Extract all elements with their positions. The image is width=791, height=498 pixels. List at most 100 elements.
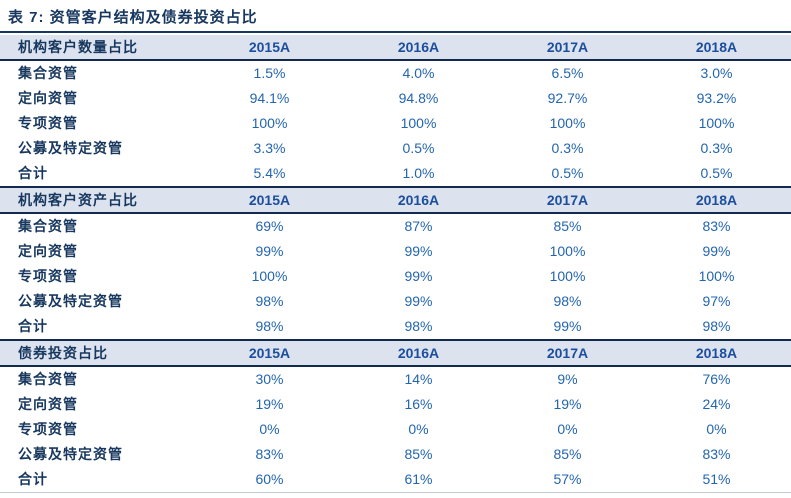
year-column-header: 2018A	[642, 187, 791, 214]
table-row: 定向资管 99% 99% 100% 99%	[0, 239, 791, 264]
cell-value: 3.0%	[642, 60, 791, 86]
cell-value: 4.0%	[344, 60, 493, 86]
cell-value: 100%	[344, 111, 493, 136]
cell-value: 100%	[195, 111, 344, 136]
row-label: 定向资管	[0, 86, 195, 111]
section-header-row: 机构客户资产占比 2015A 2016A 2017A 2018A	[0, 187, 791, 214]
cell-value: 100%	[493, 264, 642, 289]
cell-value: 83%	[642, 213, 791, 239]
table-row: 定向资管 19% 16% 19% 24%	[0, 392, 791, 417]
cell-value: 0%	[195, 417, 344, 442]
row-label: 集合资管	[0, 60, 195, 86]
cell-value: 83%	[195, 442, 344, 467]
row-label: 公募及特定资管	[0, 136, 195, 161]
cell-value: 0.3%	[493, 136, 642, 161]
year-column-header: 2016A	[344, 187, 493, 214]
cell-value: 100%	[493, 111, 642, 136]
section-header-row: 机构客户数量占比 2015A 2016A 2017A 2018A	[0, 35, 791, 61]
cell-value: 16%	[344, 392, 493, 417]
cell-value: 99%	[493, 314, 642, 339]
cell-value: 93.2%	[642, 86, 791, 111]
cell-value: 5.4%	[195, 161, 344, 186]
table-row: 合计 5.4% 1.0% 0.5% 0.5%	[0, 161, 791, 186]
cell-value: 100%	[642, 264, 791, 289]
cell-value: 98%	[642, 314, 791, 339]
year-column-header: 2017A	[493, 35, 642, 61]
section-table: 机构客户资产占比 2015A 2016A 2017A 2018A 集合资管 69% 87% 85…	[0, 186, 791, 339]
year-column-header: 2017A	[493, 340, 642, 367]
year-column-header: 2015A	[195, 340, 344, 367]
cell-value: 87%	[344, 213, 493, 239]
table-row: 公募及特定资管 3.3% 0.5% 0.3% 0.3%	[0, 136, 791, 161]
cell-value: 98%	[195, 289, 344, 314]
table-sections: 机构客户数量占比 2015A 2016A 2017A 2018A 集合资管 1.5% 4.0%…	[0, 35, 791, 493]
table-row: 集合资管 1.5% 4.0% 6.5% 3.0%	[0, 60, 791, 86]
table-row: 专项资管 100% 100% 100% 100%	[0, 111, 791, 136]
cell-value: 0.5%	[344, 136, 493, 161]
table-row: 定向资管 94.1% 94.8% 92.7% 93.2%	[0, 86, 791, 111]
cell-value: 99%	[642, 239, 791, 264]
section-header-row: 债券投资占比 2015A 2016A 2017A 2018A	[0, 340, 791, 367]
row-label: 专项资管	[0, 111, 195, 136]
cell-value: 61%	[344, 467, 493, 493]
table-row: 公募及特定资管 98% 99% 98% 97%	[0, 289, 791, 314]
table-row: 公募及特定资管 83% 85% 85% 83%	[0, 442, 791, 467]
cell-value: 100%	[195, 264, 344, 289]
cell-value: 99%	[344, 289, 493, 314]
table-title: 表 7: 资管客户结构及债券投资占比	[0, 0, 791, 33]
cell-value: 0.5%	[493, 161, 642, 186]
cell-value: 76%	[642, 366, 791, 392]
cell-value: 14%	[344, 366, 493, 392]
cell-value: 92.7%	[493, 86, 642, 111]
cell-value: 24%	[642, 392, 791, 417]
cell-value: 19%	[195, 392, 344, 417]
cell-value: 98%	[195, 314, 344, 339]
cell-value: 57%	[493, 467, 642, 493]
year-column-header: 2016A	[344, 340, 493, 367]
year-column-header: 2016A	[344, 35, 493, 61]
table-row: 专项资管 100% 99% 100% 100%	[0, 264, 791, 289]
cell-value: 69%	[195, 213, 344, 239]
row-label: 公募及特定资管	[0, 289, 195, 314]
cell-value: 85%	[493, 213, 642, 239]
cell-value: 60%	[195, 467, 344, 493]
cell-value: 99%	[195, 239, 344, 264]
row-label: 集合资管	[0, 213, 195, 239]
table-row: 集合资管 30% 14% 9% 76%	[0, 366, 791, 392]
cell-value: 100%	[642, 111, 791, 136]
table-row: 合计 98% 98% 99% 98%	[0, 314, 791, 339]
year-column-header: 2018A	[642, 340, 791, 367]
cell-value: 1.5%	[195, 60, 344, 86]
cell-value: 100%	[493, 239, 642, 264]
section-header-label: 债券投资占比	[0, 340, 195, 367]
year-column-header: 2015A	[195, 35, 344, 61]
table-row: 合计 60% 61% 57% 51%	[0, 467, 791, 493]
section-header-label: 机构客户资产占比	[0, 187, 195, 214]
row-label: 专项资管	[0, 417, 195, 442]
cell-value: 99%	[344, 239, 493, 264]
cell-value: 19%	[493, 392, 642, 417]
cell-value: 99%	[344, 264, 493, 289]
cell-value: 0.5%	[642, 161, 791, 186]
cell-value: 51%	[642, 467, 791, 493]
cell-value: 0%	[344, 417, 493, 442]
row-label: 公募及特定资管	[0, 442, 195, 467]
section-table: 债券投资占比 2015A 2016A 2017A 2018A 集合资管 30% 14% 9% 76…	[0, 339, 791, 493]
cell-value: 0%	[493, 417, 642, 442]
year-column-header: 2015A	[195, 187, 344, 214]
row-label: 合计	[0, 314, 195, 339]
cell-value: 97%	[642, 289, 791, 314]
year-column-header: 2018A	[642, 35, 791, 61]
row-label: 集合资管	[0, 366, 195, 392]
cell-value: 85%	[493, 442, 642, 467]
row-label: 定向资管	[0, 239, 195, 264]
cell-value: 1.0%	[344, 161, 493, 186]
section-header-label: 机构客户数量占比	[0, 35, 195, 61]
cell-value: 6.5%	[493, 60, 642, 86]
row-label: 专项资管	[0, 264, 195, 289]
row-label: 合计	[0, 161, 195, 186]
table-row: 集合资管 69% 87% 85% 83%	[0, 213, 791, 239]
cell-value: 30%	[195, 366, 344, 392]
cell-value: 98%	[493, 289, 642, 314]
